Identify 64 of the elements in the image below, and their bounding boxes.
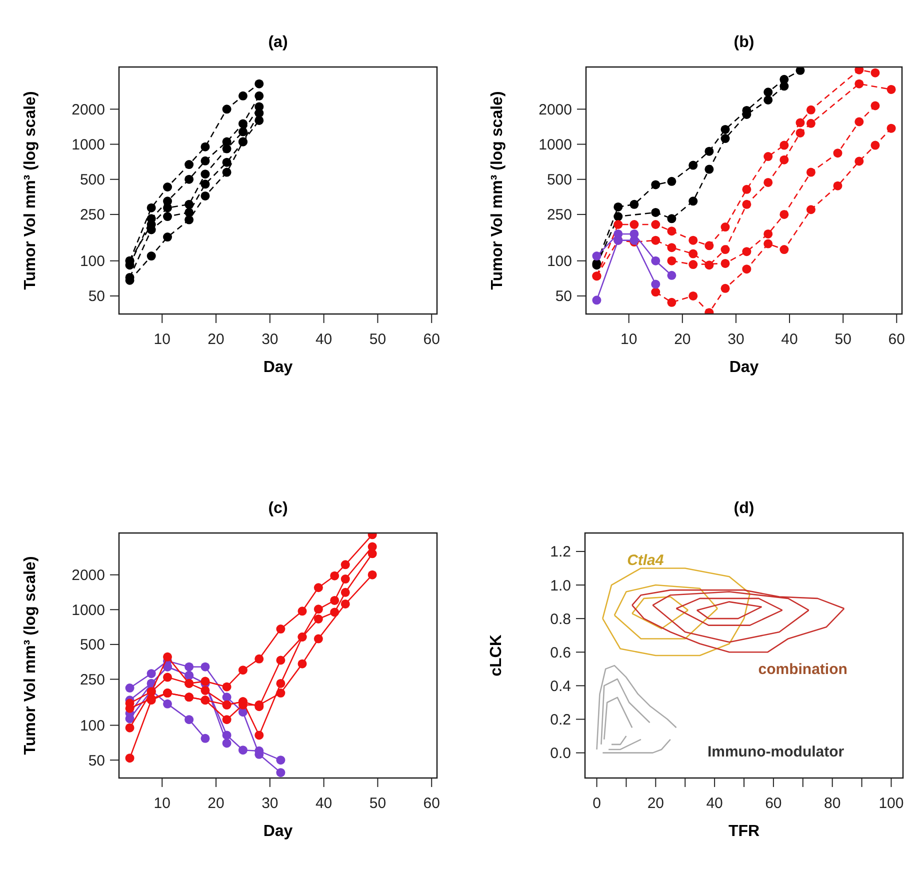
x-tick-label: 100 — [878, 795, 904, 812]
x-tick-label: 20 — [647, 795, 664, 812]
annotation: Ctla4 — [627, 552, 664, 570]
x-tick-label: 60 — [423, 795, 440, 812]
x-tick-label: 50 — [369, 331, 386, 348]
y-tick-label: 50 — [88, 288, 105, 306]
y-tick-label: 0.0 — [550, 745, 571, 762]
x-tick-label: 20 — [208, 795, 224, 812]
x-tick-label: 60 — [423, 331, 440, 348]
y-tick-label: 250 — [80, 672, 105, 689]
x-tick-label: 30 — [262, 795, 278, 812]
x-axis-title: Day — [729, 359, 759, 376]
y-tick-label: 0.8 — [550, 610, 571, 628]
x-tick-label: 30 — [262, 331, 278, 348]
y-tick-label: 0.6 — [550, 644, 571, 662]
y-tick-label: 500 — [546, 172, 572, 189]
y-tick-label: 1000 — [72, 602, 105, 619]
chart-title: (a) — [268, 34, 288, 51]
x-tick-label: 40 — [706, 795, 723, 812]
x-tick-label: 20 — [208, 331, 224, 348]
x-tick-label: 80 — [824, 795, 841, 812]
x-tick-label: 60 — [888, 331, 905, 348]
annotation: Immuno-modulator — [707, 743, 844, 760]
chart-title: (b) — [734, 34, 754, 51]
x-axis-title: TFR — [728, 823, 760, 840]
y-tick-label: 250 — [546, 206, 572, 224]
x-tick-label: 0 — [592, 795, 601, 812]
chart-title: (c) — [268, 500, 288, 517]
y-axis-title: Tumor Vol mm³ (log scale) — [22, 91, 39, 290]
x-tick-label: 40 — [781, 331, 798, 348]
x-tick-label: 50 — [834, 331, 852, 348]
x-tick-label: 40 — [315, 331, 332, 348]
y-axis-title: cLCK — [488, 634, 505, 676]
chart-title: (d) — [734, 500, 754, 517]
x-tick-label: 60 — [765, 795, 782, 812]
x-tick-label: 40 — [315, 795, 332, 812]
y-tick-label: 1000 — [538, 136, 572, 154]
y-tick-label: 1000 — [72, 136, 105, 154]
x-tick-label: 10 — [154, 795, 170, 812]
y-tick-label: 500 — [80, 172, 105, 189]
y-tick-label: 500 — [80, 636, 105, 654]
y-tick-label: 2000 — [538, 101, 572, 118]
y-tick-label: 0.2 — [550, 712, 571, 729]
x-axis-title: Day — [263, 359, 293, 376]
y-axis-title: Tumor Vol mm³ (log scale) — [489, 91, 506, 290]
x-tick-label: 10 — [620, 331, 638, 348]
x-tick-label: 10 — [154, 331, 170, 348]
y-tick-label: 2000 — [72, 567, 105, 584]
y-tick-label: 100 — [80, 718, 105, 735]
annotation: combination — [758, 661, 848, 678]
y-tick-label: 100 — [80, 253, 105, 270]
x-tick-label: 20 — [674, 331, 691, 348]
y-tick-label: 0.4 — [550, 678, 571, 695]
y-tick-label: 1.2 — [550, 544, 571, 561]
x-tick-label: 30 — [728, 331, 744, 348]
y-tick-label: 100 — [546, 253, 572, 270]
y-tick-label: 1.0 — [550, 577, 571, 594]
x-axis-title: Day — [263, 823, 293, 840]
y-tick-label: 2000 — [72, 101, 105, 118]
y-tick-label: 50 — [88, 752, 105, 770]
y-tick-label: 250 — [80, 206, 105, 224]
y-axis-title: Tumor Vol mm³ (log scale) — [22, 556, 39, 755]
y-tick-label: 50 — [555, 288, 572, 306]
x-tick-label: 50 — [369, 795, 386, 812]
